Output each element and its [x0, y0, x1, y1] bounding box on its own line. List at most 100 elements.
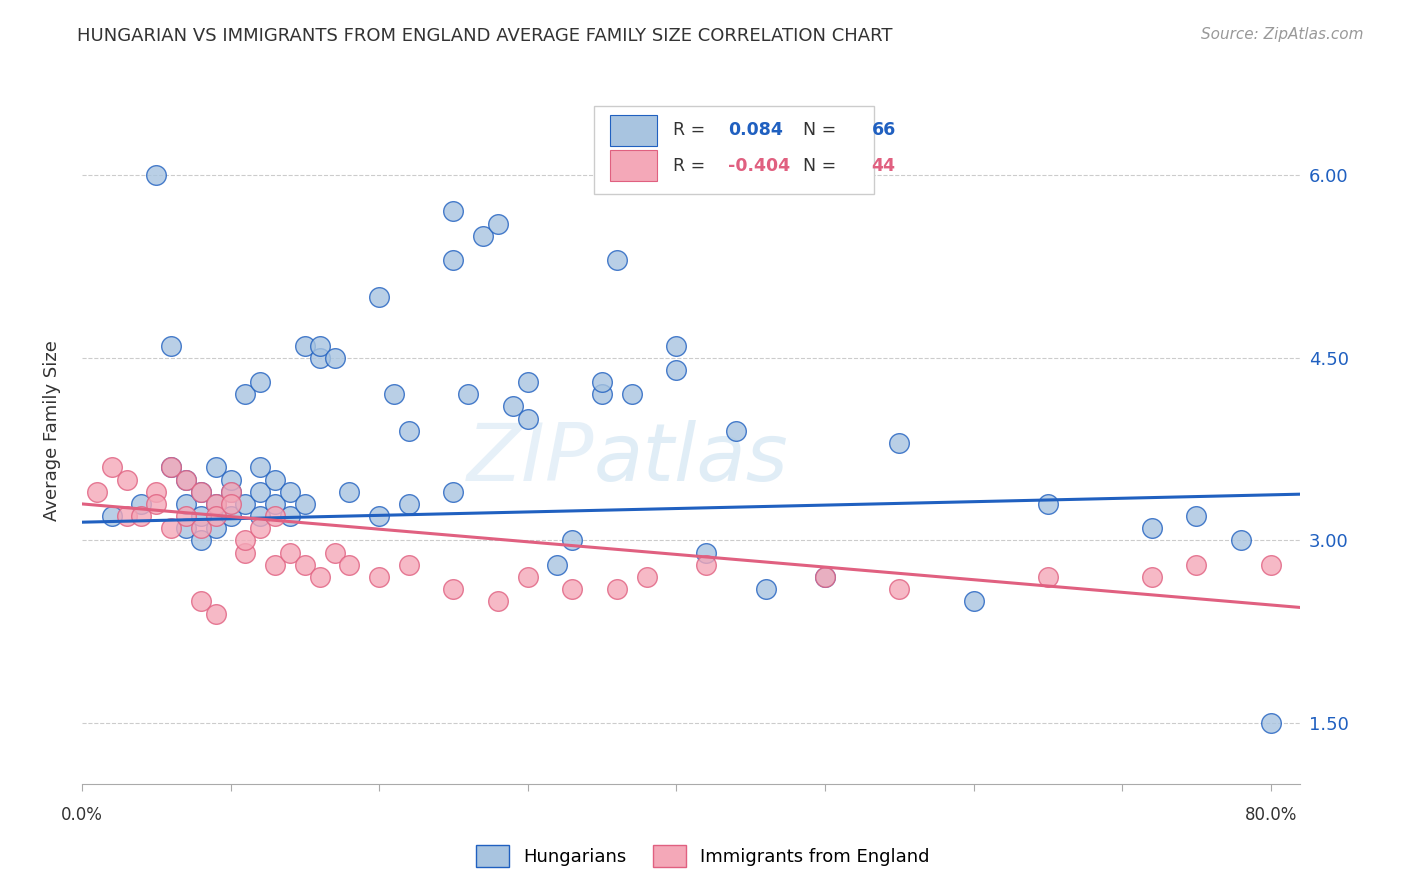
Point: [174, 521, 197, 535]
Point: [204, 497, 226, 511]
Point: [486, 217, 509, 231]
Point: [546, 558, 568, 572]
Point: [636, 570, 658, 584]
Point: [131, 509, 153, 524]
Point: [219, 473, 242, 487]
Point: [219, 497, 242, 511]
Point: [160, 338, 183, 352]
Point: [294, 497, 316, 511]
Point: [1185, 509, 1208, 524]
Point: [204, 607, 226, 621]
Point: [665, 338, 688, 352]
Point: [486, 594, 509, 608]
Point: [160, 460, 183, 475]
Text: 0.0%: 0.0%: [60, 806, 103, 824]
Point: [235, 387, 257, 401]
Text: 80.0%: 80.0%: [1244, 806, 1296, 824]
Point: [219, 509, 242, 524]
Text: 66: 66: [872, 121, 896, 139]
Point: [308, 570, 330, 584]
Point: [516, 570, 538, 584]
Point: [323, 546, 346, 560]
Point: [382, 387, 405, 401]
Point: [219, 484, 242, 499]
Point: [219, 484, 242, 499]
Point: [235, 546, 257, 560]
Point: [398, 497, 420, 511]
Text: 0.084: 0.084: [728, 121, 783, 139]
Point: [190, 484, 212, 499]
Text: Source: ZipAtlas.com: Source: ZipAtlas.com: [1201, 27, 1364, 42]
Point: [145, 484, 167, 499]
Point: [814, 570, 837, 584]
Point: [606, 582, 628, 597]
Point: [294, 558, 316, 572]
Point: [889, 436, 911, 450]
Point: [86, 484, 108, 499]
Point: [264, 497, 287, 511]
Point: [308, 351, 330, 365]
Point: [145, 168, 167, 182]
Point: [100, 509, 122, 524]
Point: [472, 228, 495, 243]
Text: -0.404: -0.404: [728, 157, 790, 175]
Point: [190, 521, 212, 535]
Point: [754, 582, 776, 597]
Point: [249, 509, 271, 524]
Point: [190, 509, 212, 524]
Point: [1036, 497, 1059, 511]
Point: [1140, 570, 1163, 584]
Point: [1230, 533, 1253, 548]
Point: [561, 582, 583, 597]
Point: [308, 338, 330, 352]
Point: [516, 375, 538, 389]
Point: [695, 546, 717, 560]
Point: [100, 460, 122, 475]
Point: [1185, 558, 1208, 572]
Point: [235, 533, 257, 548]
Text: N =: N =: [793, 157, 842, 175]
Point: [249, 460, 271, 475]
Point: [264, 509, 287, 524]
Point: [443, 204, 465, 219]
Point: [1036, 570, 1059, 584]
Point: [323, 351, 346, 365]
Point: [174, 473, 197, 487]
Y-axis label: Average Family Size: Average Family Size: [44, 341, 60, 521]
Point: [398, 424, 420, 438]
Point: [1260, 558, 1282, 572]
Point: [339, 484, 361, 499]
Point: [665, 363, 688, 377]
Point: [174, 509, 197, 524]
Point: [278, 484, 301, 499]
Point: [160, 460, 183, 475]
Point: [889, 582, 911, 597]
Point: [814, 570, 837, 584]
Text: R =: R =: [673, 121, 710, 139]
Point: [339, 558, 361, 572]
Point: [620, 387, 643, 401]
FancyBboxPatch shape: [593, 106, 875, 194]
Text: ZIP: ZIP: [467, 420, 593, 498]
Point: [606, 253, 628, 268]
Point: [724, 424, 747, 438]
Point: [591, 387, 613, 401]
Point: [443, 253, 465, 268]
Point: [204, 509, 226, 524]
Point: [561, 533, 583, 548]
Point: [443, 582, 465, 597]
Point: [457, 387, 479, 401]
Point: [131, 497, 153, 511]
Point: [145, 497, 167, 511]
Text: N =: N =: [793, 121, 842, 139]
FancyBboxPatch shape: [610, 115, 657, 146]
Point: [1260, 716, 1282, 731]
Point: [294, 338, 316, 352]
Point: [174, 497, 197, 511]
Point: [516, 411, 538, 425]
Point: [115, 509, 138, 524]
Point: [368, 570, 391, 584]
Point: [962, 594, 984, 608]
Point: [204, 521, 226, 535]
Point: [249, 521, 271, 535]
